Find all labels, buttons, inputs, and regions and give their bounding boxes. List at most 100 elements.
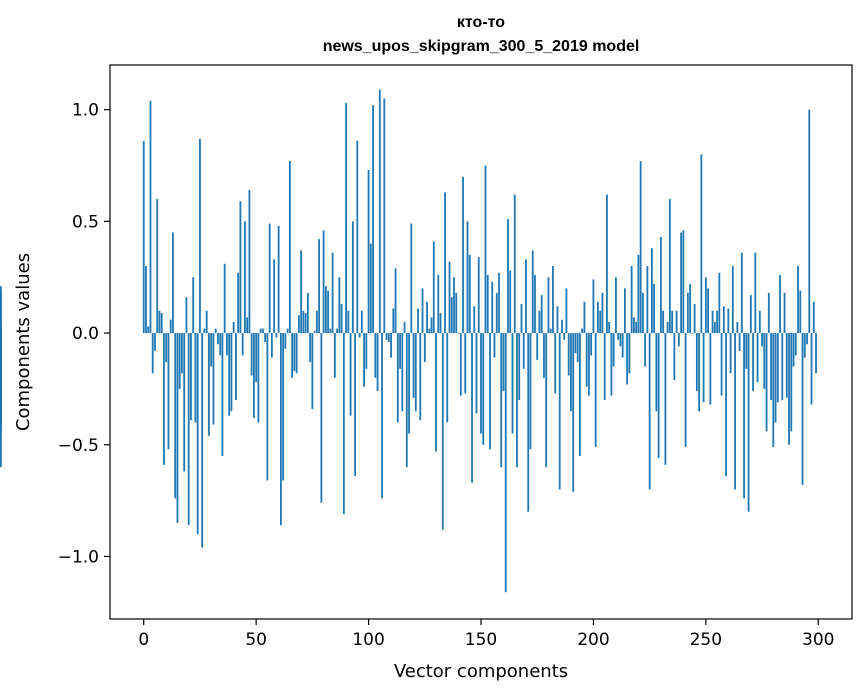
bar-component-237 — [675, 310, 678, 334]
bar-component-144 — [466, 221, 469, 334]
bar-component-246 — [695, 333, 698, 392]
bar-component-224 — [646, 266, 649, 334]
bar-component-278 — [767, 292, 770, 334]
bar-component-4 — [151, 333, 154, 374]
bar-component-40 — [232, 321, 235, 334]
bar-component-213 — [621, 333, 624, 358]
bar-component-113 — [396, 333, 399, 423]
bar-component-10 — [165, 333, 168, 363]
bar-component-86 — [336, 328, 338, 334]
bar-component-61 — [279, 333, 282, 526]
bar-component-261 — [729, 333, 732, 374]
bar-component-44 — [241, 333, 244, 356]
bar-component-270 — [749, 295, 752, 334]
bar-component-78 — [318, 239, 321, 334]
bar-component-21 — [190, 333, 192, 421]
bar-component-273 — [756, 333, 759, 383]
x-tick-label-250: 250 — [690, 630, 722, 650]
bar-component-294 — [803, 333, 806, 358]
bar-component-96 — [358, 333, 361, 338]
bar-component-229 — [657, 333, 660, 459]
bar-component-283 — [779, 274, 781, 334]
bar-component-9 — [163, 333, 165, 465]
bar-component-132 — [439, 312, 442, 334]
bar-component-16 — [178, 333, 181, 389]
bar-component-232 — [664, 333, 667, 465]
bar-component-54 — [264, 333, 267, 342]
bar-component-152 — [484, 165, 487, 334]
bar-component-125 — [423, 333, 426, 363]
bar-component-46 — [246, 317, 249, 334]
bar-component-202 — [597, 301, 599, 334]
bar-component-221 — [639, 161, 642, 334]
bar-component-36 — [223, 263, 226, 334]
bar-component-133 — [441, 333, 444, 530]
bar-component-126 — [426, 301, 428, 334]
bar-component-182 — [552, 266, 554, 334]
bar-component-151 — [482, 333, 485, 445]
y-tick-label-4: 1.0 — [72, 101, 99, 121]
bar-component-241 — [684, 333, 687, 447]
bar-component-105 — [378, 89, 381, 334]
bar-component-186 — [561, 319, 563, 334]
bar-component-234 — [668, 199, 671, 334]
x-axis-label: Vector components — [394, 661, 568, 682]
bar-component-12 — [169, 319, 172, 334]
bar-component-138 — [453, 277, 455, 334]
bar-component-148 — [475, 333, 478, 414]
bar-component-8 — [160, 312, 163, 334]
bar-component-218 — [633, 317, 635, 334]
bar-component-145 — [468, 254, 471, 334]
bar-component-74 — [309, 333, 312, 363]
bar-component-199 — [590, 333, 593, 356]
bar-component-110 — [390, 333, 392, 358]
bar-component-25 — [199, 138, 201, 334]
bar-component-72 — [304, 312, 307, 334]
bar-component-37 — [226, 333, 228, 356]
bar-component-56 — [268, 223, 271, 334]
bar-component-55 — [266, 333, 269, 481]
bar-component-217 — [630, 266, 633, 334]
bar-component-214 — [624, 288, 626, 334]
bar-component-79 — [320, 333, 323, 503]
bar-component-65 — [288, 161, 291, 334]
bar-component-146 — [471, 333, 473, 483]
bar-component-250 — [704, 277, 707, 334]
bar-component-3 — [149, 100, 152, 334]
bar-component-244 — [691, 333, 694, 334]
bar-component-185 — [558, 333, 561, 490]
bar-component-285 — [783, 292, 786, 334]
bar-component-227 — [653, 283, 656, 334]
bar-component-174 — [534, 274, 536, 334]
bar-component-206 — [606, 194, 608, 334]
y-tick-label-0: −1.0 — [58, 547, 99, 567]
bar-component-255 — [716, 310, 718, 334]
bar-component-259 — [725, 333, 727, 477]
bar-component-142 — [462, 176, 464, 334]
bar-component-30 — [210, 333, 213, 367]
bar-component-226 — [650, 248, 653, 334]
bar-component-211 — [617, 333, 620, 340]
bar-component-183 — [554, 333, 557, 394]
bar-component-197 — [585, 333, 588, 387]
bar-component-282 — [776, 333, 779, 403]
bar-component-123 — [419, 333, 422, 421]
bar-component-180 — [547, 277, 550, 334]
bar-component-129 — [432, 241, 435, 334]
bar-component-92 — [349, 333, 352, 416]
bar-component-181 — [549, 328, 552, 334]
bar-component-222 — [641, 292, 644, 334]
bar-component-95 — [356, 140, 359, 334]
bar-component-107 — [383, 98, 386, 334]
bar-component-68 — [295, 333, 298, 374]
bar-component-269 — [747, 333, 750, 512]
bar-component-20 — [187, 333, 190, 526]
x-tick-label-0: 0 — [138, 630, 149, 650]
bar-component-254 — [713, 321, 716, 334]
bar-component-164 — [511, 333, 514, 434]
bar-component-63 — [284, 333, 287, 349]
bar-component-38 — [228, 333, 231, 416]
bar-component-143 — [464, 333, 467, 394]
bar-component-196 — [583, 301, 586, 334]
bar-component-31 — [212, 333, 215, 425]
